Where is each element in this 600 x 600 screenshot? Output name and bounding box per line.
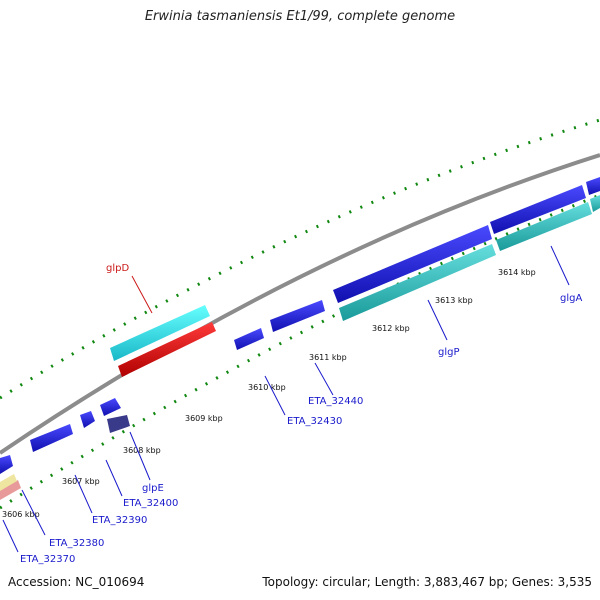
cds-pink: [0, 480, 21, 500]
gene-label-eta32380: ETA_32380: [49, 538, 104, 549]
outer-tick-ring: [0, 118, 600, 400]
gene-label-eta32430: ETA_32430: [287, 416, 342, 427]
cds-glpd-reverse: [118, 322, 216, 377]
tick-3607: 3607 kbp: [62, 477, 100, 486]
tick-3611: 3611 kbp: [309, 353, 347, 362]
leader-eta32370: [2, 519, 19, 553]
cds-glga-forward: [490, 185, 586, 234]
leader-eta32430: [264, 375, 286, 416]
tick-3610: 3610 kbp: [248, 383, 286, 392]
cds-eta32370: [0, 455, 13, 474]
tick-3609: 3609 kbp: [185, 414, 223, 423]
cds-eta32380: [30, 424, 73, 452]
leader-eta32380: [21, 489, 46, 536]
gene-label-glpe: glpE: [142, 483, 164, 494]
leader-glpe: [129, 431, 151, 481]
tick-3612: 3612 kbp: [372, 324, 410, 333]
cds-glgp-forward: [333, 225, 492, 303]
gene-label-glgp: glgP: [438, 347, 460, 358]
cds-eta32430: [234, 328, 264, 350]
map-title: Erwinia tasmaniensis Et1/99, complete ge…: [144, 9, 456, 24]
leader-glga: [550, 245, 570, 286]
gene-label-eta32400: ETA_32400: [123, 498, 178, 509]
cds-next-forward: [586, 177, 600, 195]
cds-eta32400: [100, 398, 121, 416]
gene-label-glga: glgA: [560, 293, 582, 304]
tick-3608: 3608 kbp: [123, 446, 161, 455]
cds-cream: [0, 474, 17, 491]
cds-eta32440: [270, 300, 325, 332]
leader-eta32390: [74, 474, 93, 514]
gene-label-glpd: glpD: [106, 263, 129, 274]
cds-glpe: [107, 415, 130, 433]
tick-3606: 3606 kbp: [2, 510, 40, 519]
leader-glpd: [131, 275, 153, 314]
cds-glpd-forward: [110, 305, 210, 361]
cds-glga-reverse: [496, 202, 592, 251]
gene-label-eta32440: ETA_32440: [308, 396, 363, 407]
leader-eta32440: [314, 362, 334, 396]
cds-glgp-reverse: [339, 244, 496, 321]
tick-3614: 3614 kbp: [498, 268, 536, 277]
tick-3613: 3613 kbp: [435, 296, 473, 305]
genome-backbone: [0, 153, 600, 455]
gene-label-eta32370: ETA_32370: [20, 554, 75, 565]
cds-next-reverse: [590, 195, 600, 212]
accession-text: Accession: NC_010694: [8, 575, 145, 589]
leader-eta32400: [105, 459, 123, 497]
topology-text: Topology: circular; Length: 3,883,467 bp…: [262, 575, 592, 589]
cds-eta32390: [80, 411, 95, 428]
leader-glgp: [427, 299, 448, 341]
gene-label-eta32390: ETA_32390: [92, 515, 147, 526]
